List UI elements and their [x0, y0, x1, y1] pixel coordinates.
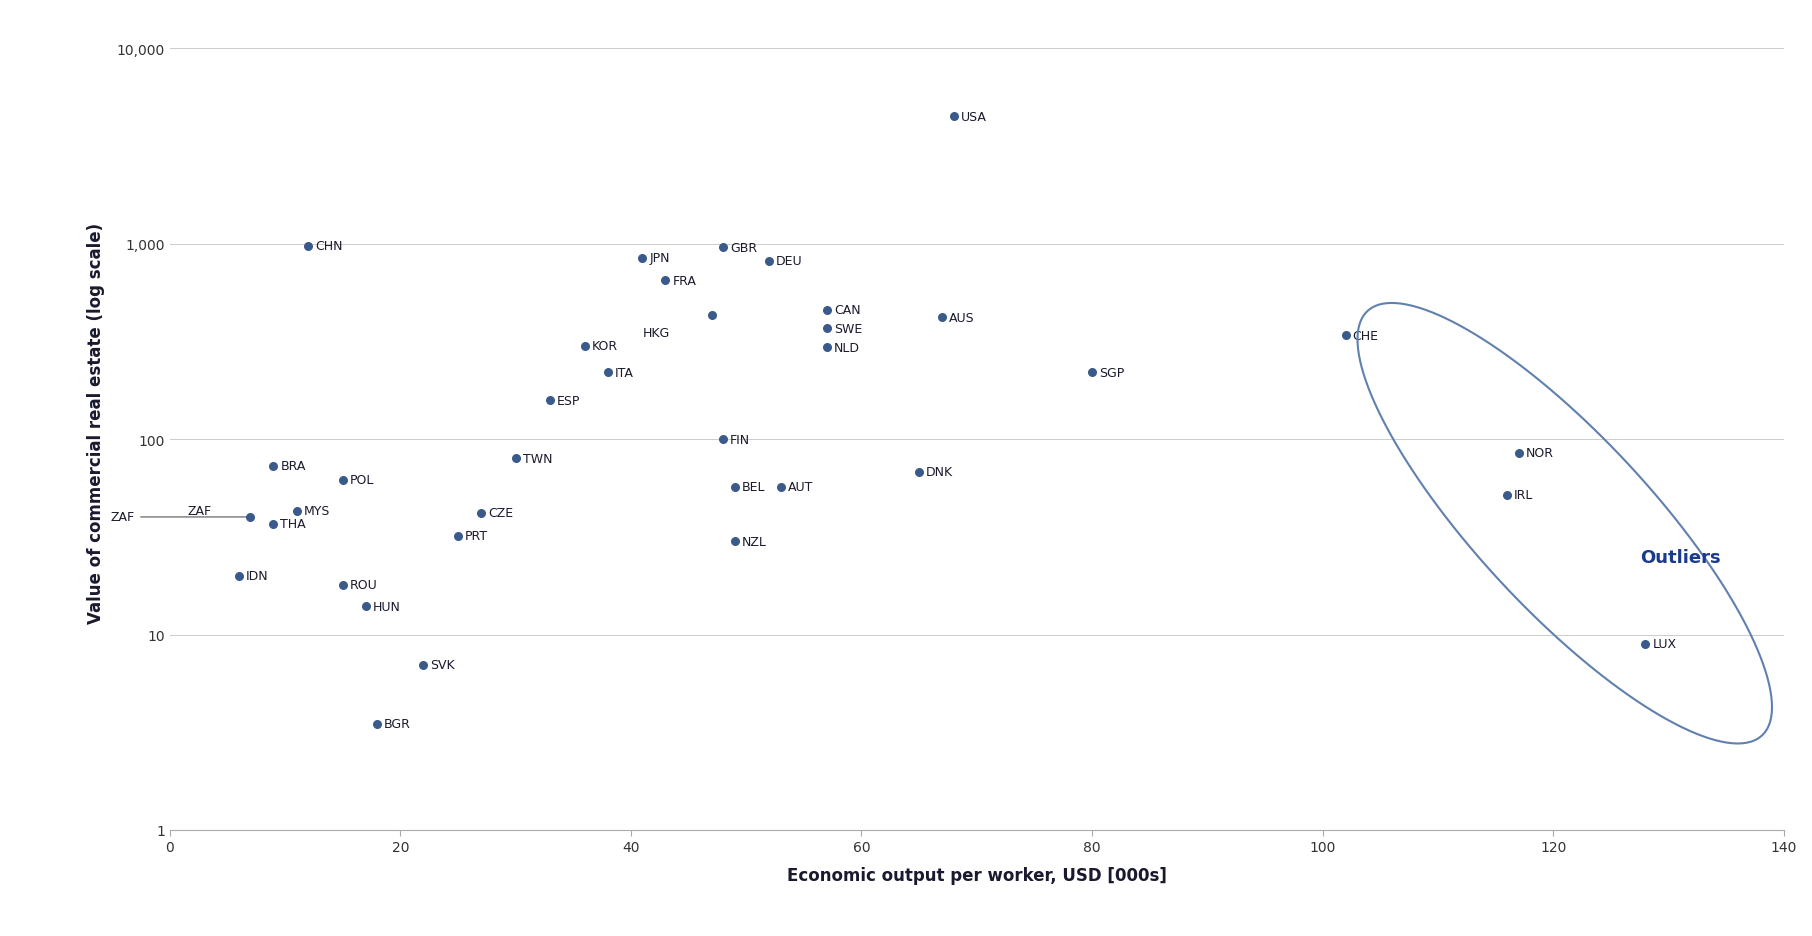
Text: ITA: ITA — [614, 366, 634, 379]
Text: TWN: TWN — [522, 452, 553, 465]
Text: JPN: JPN — [649, 252, 670, 265]
Point — [502, 451, 531, 466]
Text: THA: THA — [281, 518, 306, 531]
Text: ESP: ESP — [556, 394, 580, 407]
Text: NZL: NZL — [741, 535, 766, 548]
Text: HUN: HUN — [373, 600, 400, 613]
Text: SGP: SGP — [1100, 366, 1123, 379]
Text: AUT: AUT — [788, 481, 814, 494]
Point — [651, 273, 680, 288]
Text: DEU: DEU — [776, 255, 803, 268]
Text: CHN: CHN — [315, 240, 342, 253]
Point — [352, 599, 381, 614]
Point — [1631, 636, 1660, 651]
Text: SWE: SWE — [834, 322, 863, 335]
Point — [571, 339, 600, 354]
Point — [719, 534, 748, 549]
Point — [1493, 488, 1522, 503]
Text: DNK: DNK — [926, 466, 953, 479]
Point — [236, 510, 265, 525]
Text: CAN: CAN — [834, 304, 861, 317]
Text: CHE: CHE — [1352, 329, 1379, 343]
Text: MYS: MYS — [303, 505, 330, 518]
Point — [904, 465, 933, 480]
Text: CZE: CZE — [487, 506, 513, 519]
Text: ROU: ROU — [350, 578, 377, 592]
Point — [812, 321, 841, 336]
Point — [294, 239, 323, 254]
Text: BGR: BGR — [384, 717, 411, 730]
Point — [939, 110, 968, 124]
Point — [259, 517, 288, 532]
Point — [536, 393, 565, 408]
Point — [1078, 365, 1107, 380]
Text: USA: USA — [960, 110, 986, 124]
Point — [812, 303, 841, 318]
Text: NOR: NOR — [1526, 447, 1553, 460]
Text: IDN: IDN — [246, 570, 268, 582]
Point — [1504, 446, 1533, 461]
Point — [283, 504, 312, 519]
Text: HKG: HKG — [643, 327, 670, 339]
Text: POL: POL — [350, 474, 373, 487]
Text: GBR: GBR — [730, 241, 757, 255]
Text: Outliers: Outliers — [1640, 548, 1720, 566]
Text: FIN: FIN — [730, 433, 750, 446]
Point — [629, 251, 658, 266]
Point — [708, 241, 737, 256]
Point — [328, 578, 357, 592]
Text: ZAF: ZAF — [111, 511, 248, 524]
Point — [593, 365, 622, 380]
Point — [698, 309, 727, 324]
Text: BEL: BEL — [741, 481, 765, 494]
Text: PRT: PRT — [466, 530, 487, 543]
Point — [812, 341, 841, 356]
Point — [466, 505, 495, 520]
Text: NLD: NLD — [834, 342, 861, 355]
Point — [708, 432, 737, 447]
Text: ZAF: ZAF — [187, 504, 212, 517]
Text: BRA: BRA — [281, 460, 306, 473]
Point — [225, 569, 254, 584]
Text: LUX: LUX — [1653, 637, 1676, 651]
Point — [410, 658, 439, 673]
Point — [756, 254, 785, 269]
Point — [444, 529, 473, 544]
Text: KOR: KOR — [593, 340, 618, 353]
Text: AUS: AUS — [949, 312, 975, 325]
Y-axis label: Value of commercial real estate (log scale): Value of commercial real estate (log sca… — [87, 222, 105, 622]
Text: FRA: FRA — [672, 274, 696, 287]
Point — [928, 311, 957, 326]
Text: SVK: SVK — [429, 659, 455, 672]
Point — [719, 480, 748, 495]
X-axis label: Economic output per worker, USD [000s]: Economic output per worker, USD [000s] — [786, 866, 1167, 884]
Point — [1332, 329, 1361, 344]
Point — [362, 716, 391, 731]
Text: IRL: IRL — [1515, 489, 1533, 502]
Point — [328, 473, 357, 488]
Point — [259, 459, 288, 474]
Point — [766, 480, 795, 495]
